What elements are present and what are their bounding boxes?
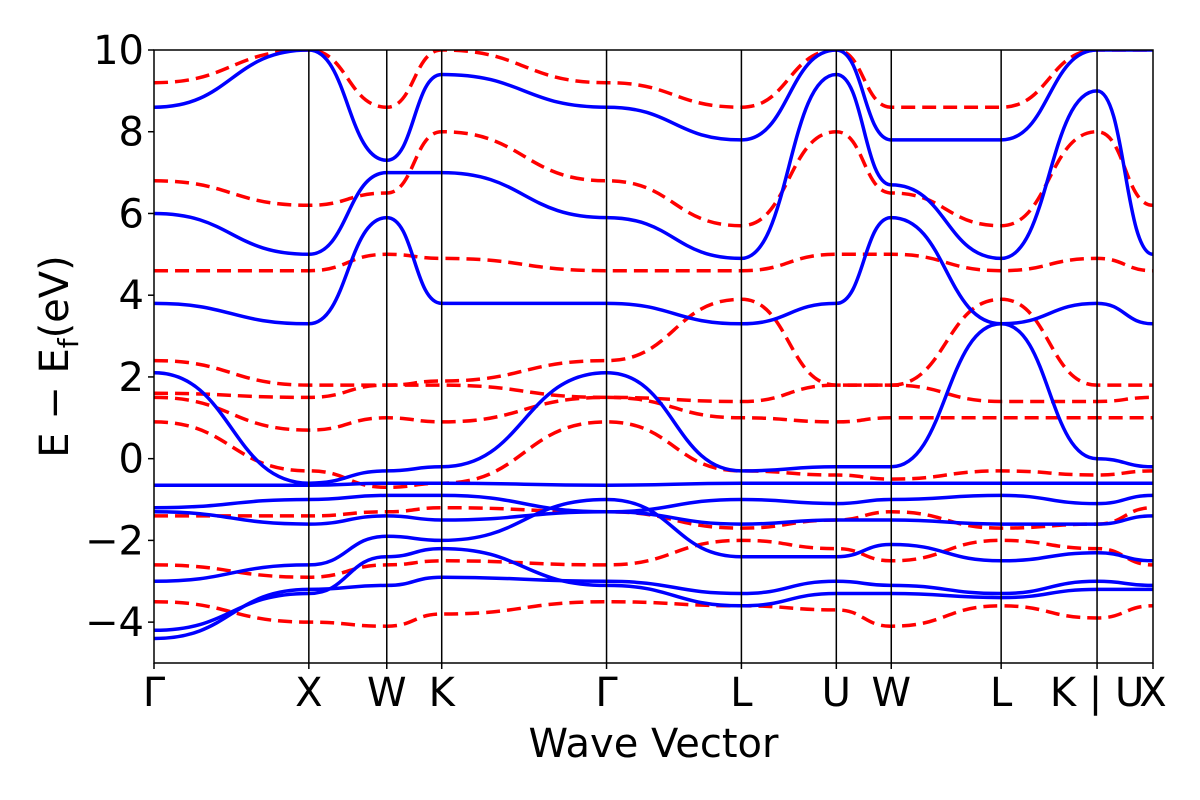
dashed-band-14 [154,395,1153,432]
x-axis-title: Wave Vector [529,721,780,767]
dashed-band-10 [154,599,1153,628]
solid-band-8 [154,72,1153,261]
x-tick-label-6: U [822,670,851,716]
y-axis-ticks: −4 −2 0 2 4 6 8 10 [85,28,154,646]
x-tick-label-1: X [295,670,322,716]
x-tick-label-8: L [990,670,1013,716]
y-tick-label-1: −2 [85,518,144,564]
dashed-band-11 [154,538,1153,579]
y-tick-label-6: 8 [119,110,144,156]
solid-band-6 [154,322,1153,485]
y-tick-label-7: 10 [93,28,144,74]
dashed-band-16 [154,297,1153,387]
high-symmetry-lines [308,50,1098,663]
dashed-band-12 [154,505,1153,530]
y-tick-label-0: −4 [85,600,144,646]
solid-band-5 [154,481,1153,487]
solid-band-1 [154,546,1153,633]
dashed-band-19 [154,50,1153,109]
y-axis-title: E − Ef(eV) [32,255,85,458]
y-axis-title-main: E − E [32,348,78,458]
x-tick-label-0: Γ [143,670,166,716]
band-lines [154,50,1153,641]
x-tick-label-3: K [429,670,457,716]
x-tick-label-5: L [730,670,753,716]
y-tick-label-3: 2 [119,355,144,401]
x-tick-label-10: X [1139,670,1166,716]
dashed-band-18 [154,129,1153,228]
solid-band-9 [154,50,1153,163]
solid-band-4 [154,493,1153,514]
x-tick-label-4: Γ [595,670,618,716]
solid-band-3 [154,510,1153,526]
solid-band-0 [154,575,1153,641]
y-tick-label-5: 6 [119,191,144,237]
y-tick-label-4: 4 [119,273,144,319]
y-axis-title-unit: (eV) [32,255,78,338]
plot-frame [153,49,1154,664]
y-axis-title-subscript: f [52,337,85,348]
x-tick-label-7: W [871,670,911,716]
x-tick-label-2: W [367,670,407,716]
x-tick-label-9: K | U [1050,670,1144,716]
y-tick-label-2: 0 [119,437,144,483]
solid-band-2 [154,497,1153,584]
